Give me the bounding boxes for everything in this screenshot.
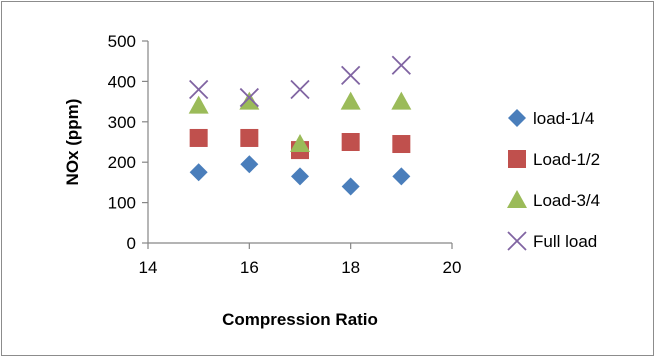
data-point (239, 91, 260, 110)
series-0 (189, 155, 411, 196)
legend-label: Load-3/4 (533, 191, 600, 210)
legend-item: Load-1/2 (508, 150, 600, 169)
legend-marker (507, 190, 527, 208)
x-marker-stroke (189, 79, 209, 100)
legend-label: Load-1/2 (533, 150, 600, 169)
data-point (290, 79, 310, 100)
series-2 (188, 91, 412, 153)
y-tick-label: 300 (108, 113, 136, 132)
data-point (392, 135, 411, 154)
data-point (239, 87, 259, 108)
legend-item: Load-3/4 (507, 190, 600, 210)
x-marker-stroke (507, 231, 527, 251)
x-tick-label: 16 (240, 258, 259, 277)
data-point (189, 128, 208, 147)
data-point (392, 167, 411, 186)
data-point (341, 133, 360, 151)
x-marker-stroke (290, 79, 310, 100)
data-point (189, 79, 209, 100)
x-tick-label: 20 (443, 258, 462, 277)
x-tick-label: 14 (139, 258, 158, 277)
x-marker-stroke (391, 55, 411, 75)
x-tick-label: 18 (341, 258, 360, 277)
legend-label: load-1/4 (533, 109, 594, 128)
series-3 (189, 55, 411, 108)
data-point (189, 163, 208, 182)
data-point (341, 65, 361, 85)
legend-marker (508, 150, 526, 168)
data-point (340, 91, 361, 110)
data-point (290, 134, 310, 153)
y-axis-title: NOx (ppm) (63, 99, 82, 186)
tick-labels: 0 100 200 300 400 500 14 16 18 20 (108, 32, 462, 277)
legend-marker (508, 109, 526, 127)
data-points (188, 55, 412, 196)
legend-label: Full load (533, 232, 597, 251)
x-marker-stroke (239, 87, 259, 108)
data-point (391, 91, 412, 110)
data-point (188, 95, 209, 114)
legend: load-1/4 Load-1/2 Load-3/4 Full load (507, 109, 600, 251)
data-point (341, 177, 360, 196)
data-point (391, 55, 411, 75)
y-tick-label: 400 (108, 72, 136, 91)
data-point (240, 128, 259, 147)
legend-item: Full load (507, 231, 597, 251)
legend-item: load-1/4 (508, 109, 594, 128)
axes (142, 40, 453, 249)
legend-marker (507, 231, 527, 251)
y-tick-label: 0 (127, 234, 136, 253)
y-tick-label: 500 (108, 32, 136, 51)
x-axis-title: Compression Ratio (222, 310, 378, 329)
y-tick-label: 100 (108, 194, 136, 213)
data-point (240, 155, 259, 174)
y-tick-label: 200 (108, 153, 136, 172)
x-marker-stroke (341, 65, 361, 85)
data-point (291, 167, 309, 186)
